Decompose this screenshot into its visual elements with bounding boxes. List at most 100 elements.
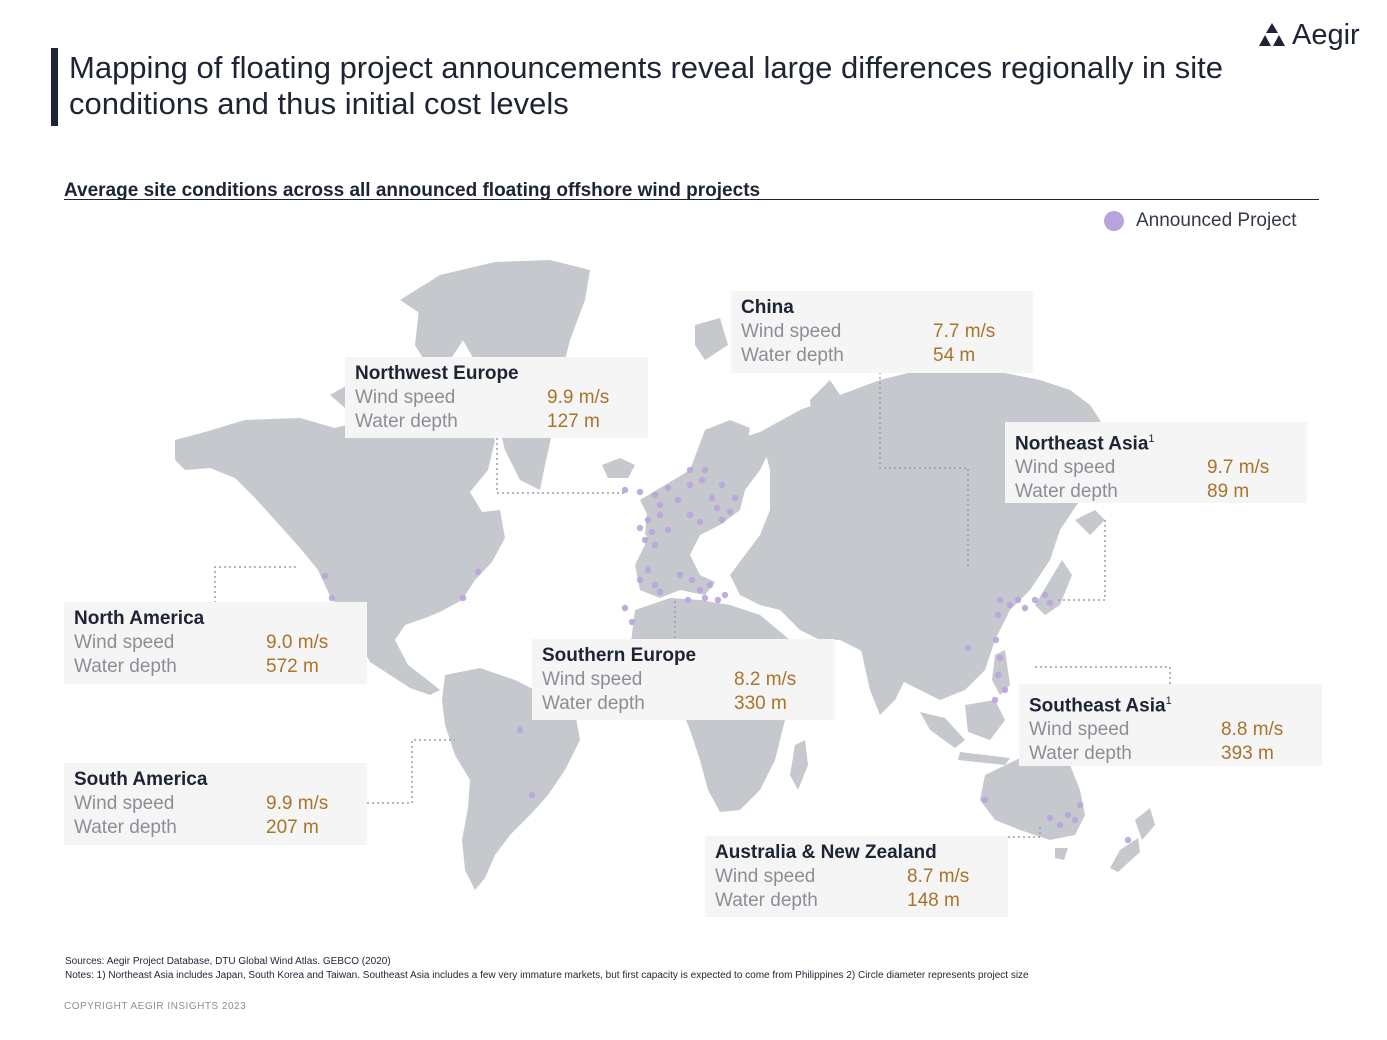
project-marker <box>621 486 629 494</box>
sources-text: Sources: Aegir Project Database, DTU Glo… <box>65 956 391 967</box>
wind-speed-value: 8.7 m/s <box>907 866 970 887</box>
water-depth-value: 89 m <box>1207 481 1250 503</box>
land-svalbard <box>695 318 728 360</box>
leader-north-america <box>214 566 297 603</box>
leader-south-america <box>367 739 455 804</box>
leader-nw-europe <box>496 438 625 494</box>
land-madagascar <box>790 740 808 790</box>
region-name: North America <box>74 608 205 629</box>
project-marker <box>718 481 726 489</box>
project-marker <box>644 566 652 574</box>
legend: Announced Project <box>1104 210 1297 232</box>
water-depth-value: 572 m <box>266 656 319 677</box>
wind-speed-label: Wind speed <box>1029 719 1130 741</box>
project-marker <box>651 491 659 499</box>
region-name: China <box>741 297 794 318</box>
project-marker <box>636 576 644 584</box>
water-depth-value: 127 m <box>547 411 600 432</box>
project-marker <box>628 618 636 626</box>
project-marker <box>1046 599 1054 607</box>
project-marker <box>636 524 644 532</box>
wind-speed-label: Wind speed <box>355 387 456 408</box>
region-box-north-america: North America Wind speed 9.0 m/s Water de… <box>64 602 367 684</box>
region-name: Australia & New Zealand <box>715 842 937 863</box>
wind-speed-value: 9.9 m/s <box>266 793 329 814</box>
project-marker <box>516 726 524 734</box>
land-scandinavia <box>690 420 750 505</box>
wind-speed-label: Wind speed <box>74 793 175 814</box>
project-marker <box>674 496 682 504</box>
region-name: Northeast Asia1 <box>1015 433 1155 455</box>
project-marker <box>1041 591 1049 599</box>
region-name: Northwest Europe <box>355 363 519 384</box>
project-marker <box>1056 821 1064 829</box>
project-marker <box>713 504 721 512</box>
project-marker <box>651 541 659 549</box>
project-marker <box>1064 811 1072 819</box>
project-marker <box>641 536 649 544</box>
land-europe <box>635 432 770 598</box>
land-sumatra <box>920 712 965 748</box>
project-marker <box>644 516 652 524</box>
project-marker <box>474 568 482 576</box>
project-marker <box>621 604 629 612</box>
footnotes: Sources: Aegir Project Database, DTU Glo… <box>65 955 1029 983</box>
region-box-s-europe: Southern Europe Wind speed 8.2 m/s Water … <box>532 639 835 720</box>
project-marker <box>656 511 664 519</box>
leader-lines <box>214 372 1171 838</box>
title-accent-bar <box>51 48 58 126</box>
water-depth-label: Water depth <box>74 656 177 677</box>
region-box-ne-asia: Northeast Asia1 Wind speed 9.7 m/s Water … <box>1005 422 1307 503</box>
wind-speed-label: Wind speed <box>542 669 643 690</box>
project-marker <box>686 466 694 474</box>
land-south-america <box>442 668 580 890</box>
project-marker <box>696 518 704 526</box>
project-marker <box>676 571 684 579</box>
project-marker <box>656 501 664 509</box>
land-new-zealand-north <box>1135 808 1155 840</box>
wind-speed-value: 9.9 m/s <box>547 387 610 408</box>
wind-speed-label: Wind speed <box>74 632 175 653</box>
project-marker <box>686 481 694 489</box>
water-depth-label: Water depth <box>355 411 458 432</box>
water-depth-value: 393 m <box>1221 743 1274 765</box>
project-marker <box>459 594 467 602</box>
project-marker <box>698 476 706 484</box>
project-marker <box>708 494 716 502</box>
project-marker <box>328 594 336 602</box>
project-marker <box>1001 686 1009 694</box>
project-marker <box>721 591 729 599</box>
project-marker <box>731 494 739 502</box>
water-depth-label: Water depth <box>715 890 818 911</box>
brand-name: Aegir <box>1292 18 1360 51</box>
project-marker <box>1076 801 1084 809</box>
project-marker <box>701 594 709 602</box>
subtitle-rule <box>64 199 1319 200</box>
project-marker <box>664 526 672 534</box>
water-depth-label: Water depth <box>542 693 645 714</box>
wind-speed-value: 7.7 m/s <box>933 321 996 342</box>
region-name: Southern Europe <box>542 645 697 666</box>
project-marker <box>992 636 1000 644</box>
region-box-nw-europe: Northwest Europe Wind speed 9.9 m/s Water… <box>345 357 648 438</box>
project-markers <box>321 466 1132 844</box>
project-marker <box>684 596 692 604</box>
aegir-triangles-logo-icon <box>1259 23 1285 46</box>
project-marker <box>636 488 644 496</box>
region-box-china: China Wind speed 7.7 m/s Water depth 54 m <box>731 291 1033 373</box>
project-marker <box>981 796 989 804</box>
map-subtitle: Average site conditions across all annou… <box>64 180 761 201</box>
region-box-south-america: South America Wind speed 9.9 m/s Water de… <box>64 763 367 845</box>
legend-marker-icon <box>1104 211 1124 231</box>
land-java <box>958 752 1010 765</box>
region-name: South America <box>74 769 208 790</box>
aegir-logo: Aegir <box>1259 18 1360 51</box>
copyright: COPYRIGHT AEGIR INSIGHTS 2023 <box>64 1001 247 1012</box>
land-australia <box>980 758 1085 840</box>
water-depth-value: 330 m <box>734 693 787 714</box>
project-marker <box>1006 601 1014 609</box>
land-tasmania <box>1055 848 1068 860</box>
project-marker <box>996 596 1004 604</box>
wind-speed-label: Wind speed <box>1015 457 1116 479</box>
